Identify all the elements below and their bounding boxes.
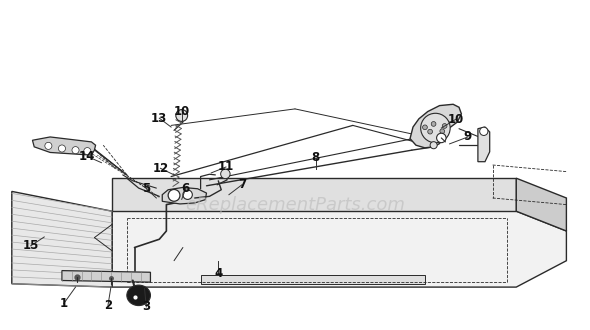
- Text: 9: 9: [464, 130, 472, 144]
- Circle shape: [168, 189, 180, 201]
- Text: 8: 8: [312, 151, 320, 164]
- Circle shape: [45, 142, 52, 149]
- Circle shape: [183, 190, 192, 199]
- Polygon shape: [12, 191, 112, 287]
- Text: 2: 2: [104, 299, 112, 312]
- Text: 15: 15: [22, 239, 39, 252]
- Polygon shape: [410, 104, 461, 148]
- Text: eReplacementParts.com: eReplacementParts.com: [185, 196, 405, 214]
- Text: 6: 6: [182, 182, 190, 195]
- Polygon shape: [201, 275, 425, 284]
- Circle shape: [480, 127, 488, 136]
- Text: 10: 10: [447, 113, 464, 126]
- Text: 10: 10: [173, 105, 190, 118]
- Polygon shape: [112, 211, 566, 287]
- Circle shape: [431, 121, 436, 126]
- Text: 4: 4: [214, 267, 222, 280]
- Circle shape: [440, 129, 445, 134]
- Polygon shape: [162, 187, 206, 204]
- Circle shape: [428, 129, 432, 134]
- Text: 12: 12: [152, 162, 169, 175]
- Polygon shape: [516, 178, 566, 231]
- Text: 11: 11: [218, 160, 234, 174]
- Circle shape: [221, 169, 230, 179]
- Polygon shape: [62, 271, 150, 282]
- Circle shape: [442, 124, 447, 128]
- Circle shape: [84, 148, 91, 155]
- Ellipse shape: [127, 285, 150, 306]
- Text: 3: 3: [142, 300, 150, 314]
- Circle shape: [422, 125, 427, 130]
- Circle shape: [430, 142, 437, 149]
- Text: 7: 7: [238, 178, 246, 191]
- Circle shape: [72, 147, 79, 154]
- Circle shape: [421, 113, 450, 143]
- Circle shape: [437, 133, 446, 143]
- Text: 14: 14: [79, 150, 96, 163]
- Polygon shape: [478, 127, 490, 162]
- Polygon shape: [112, 178, 516, 211]
- Text: 13: 13: [151, 112, 168, 125]
- Polygon shape: [32, 137, 96, 155]
- Circle shape: [58, 145, 65, 152]
- Text: 1: 1: [60, 297, 68, 310]
- Circle shape: [176, 110, 188, 121]
- Text: 5: 5: [142, 182, 150, 195]
